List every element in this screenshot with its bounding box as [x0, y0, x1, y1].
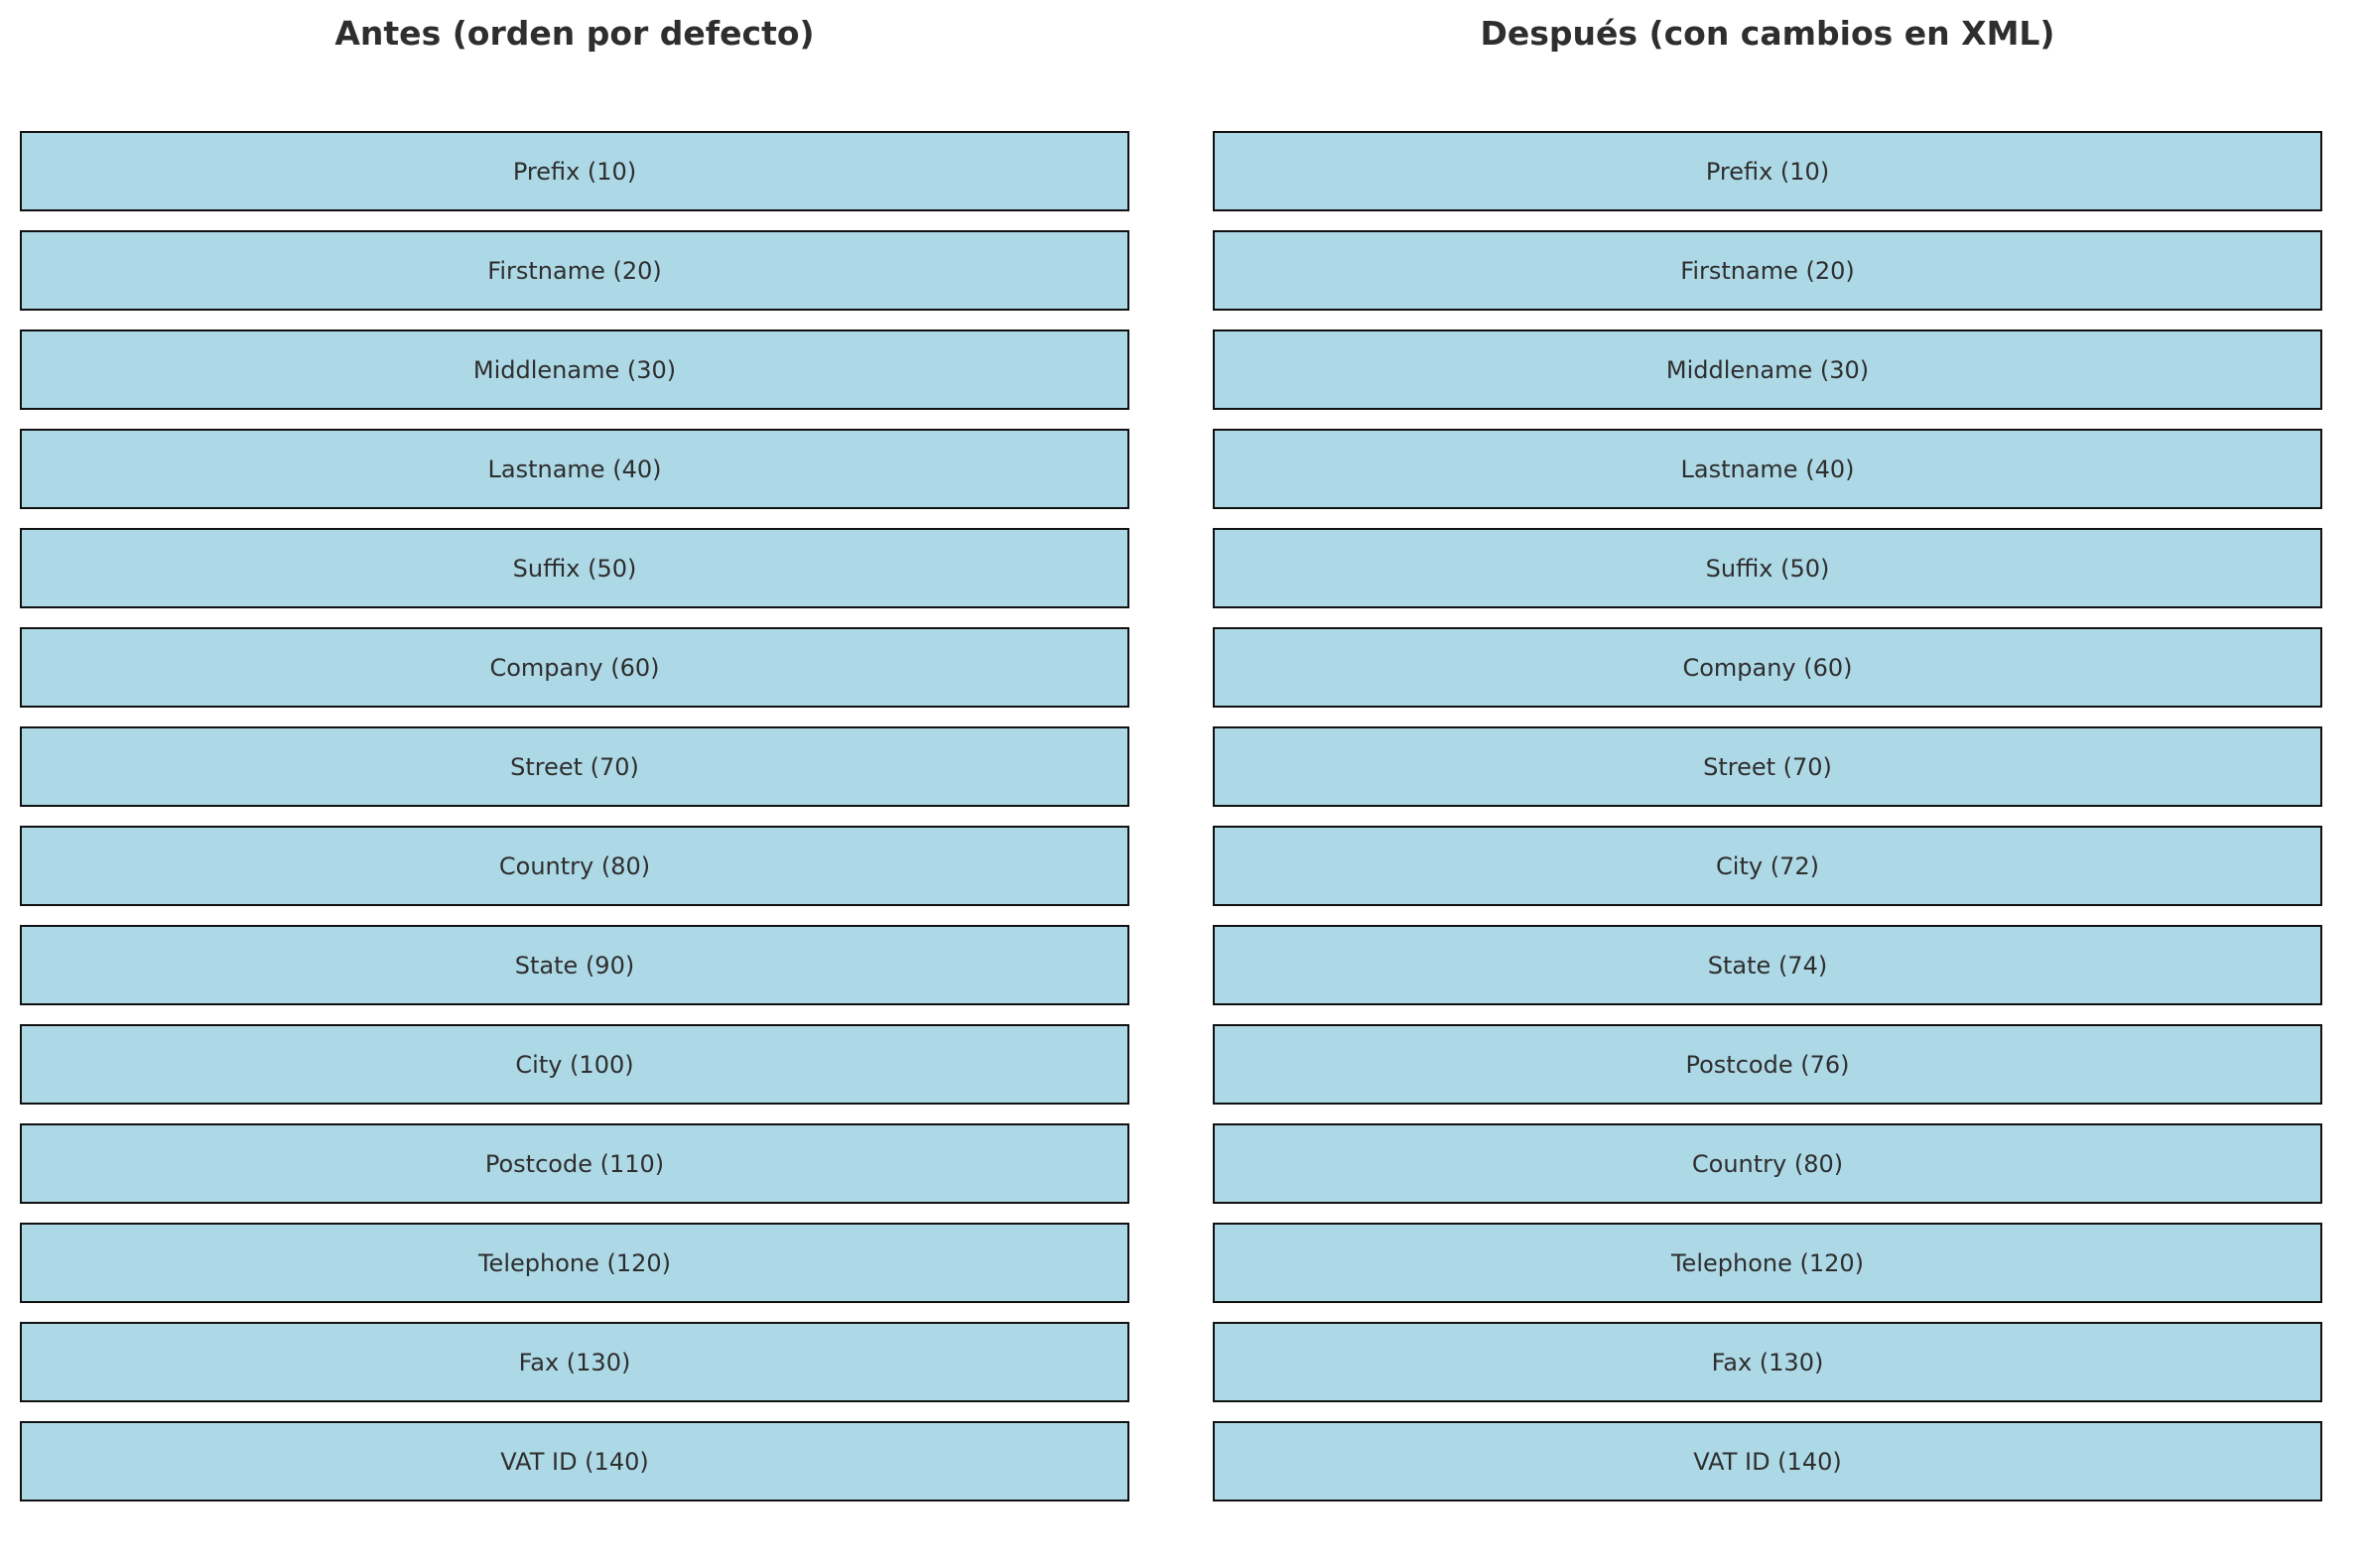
field-box: Country (80): [1213, 1123, 2322, 1204]
field-box: Middlename (30): [20, 329, 1129, 410]
field-box: State (74): [1213, 925, 2322, 1005]
field-list-before: Prefix (10) Firstname (20) Middlename (3…: [20, 131, 1129, 1520]
panel-title-after: Después (con cambios en XML): [1480, 14, 2055, 53]
field-box: Street (70): [20, 726, 1129, 807]
field-box: Fax (130): [1213, 1322, 2322, 1402]
field-box: City (72): [1213, 826, 2322, 906]
field-box: State (90): [20, 925, 1129, 1005]
field-box: Street (70): [1213, 726, 2322, 807]
field-box: Firstname (20): [20, 230, 1129, 311]
field-list-after: Prefix (10) Firstname (20) Middlename (3…: [1213, 131, 2322, 1520]
panel-title-before: Antes (orden por defecto): [334, 14, 815, 53]
field-box: Country (80): [20, 826, 1129, 906]
field-box: City (100): [20, 1024, 1129, 1105]
field-box: Postcode (76): [1213, 1024, 2322, 1105]
field-box: Firstname (20): [1213, 230, 2322, 311]
field-box: Company (60): [20, 627, 1129, 708]
field-box: Lastname (40): [1213, 429, 2322, 509]
field-box: Suffix (50): [20, 528, 1129, 608]
field-box: Prefix (10): [20, 131, 1129, 211]
field-box: Suffix (50): [1213, 528, 2322, 608]
field-box: Telephone (120): [20, 1223, 1129, 1303]
field-box: Telephone (120): [1213, 1223, 2322, 1303]
field-box: Company (60): [1213, 627, 2322, 708]
field-box: Middlename (30): [1213, 329, 2322, 410]
field-box: Postcode (110): [20, 1123, 1129, 1204]
field-box: Lastname (40): [20, 429, 1129, 509]
field-box: VAT ID (140): [1213, 1421, 2322, 1502]
field-box: Prefix (10): [1213, 131, 2322, 211]
field-box: Fax (130): [20, 1322, 1129, 1402]
field-box: VAT ID (140): [20, 1421, 1129, 1502]
